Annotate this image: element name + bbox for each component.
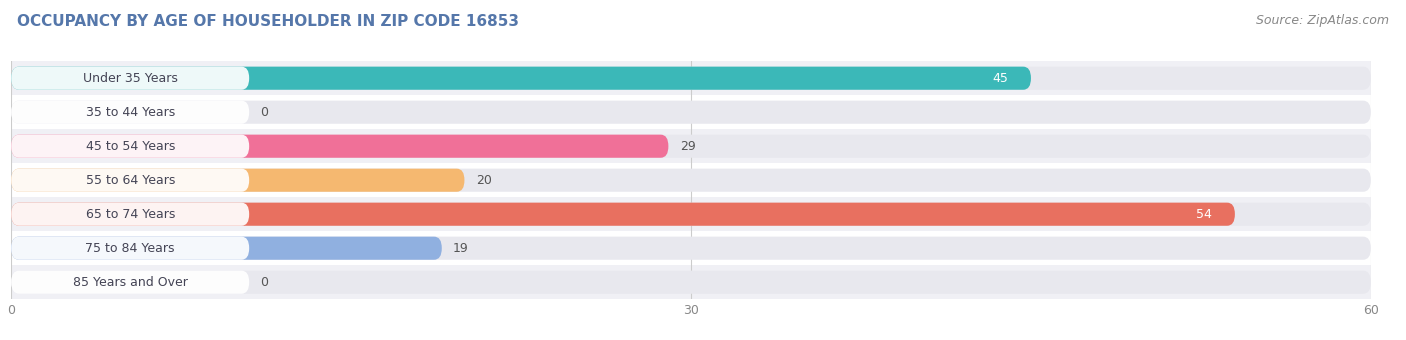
FancyBboxPatch shape [0, 265, 1406, 299]
FancyBboxPatch shape [11, 169, 1371, 192]
Text: 0: 0 [260, 276, 269, 289]
Text: Under 35 Years: Under 35 Years [83, 72, 177, 85]
FancyBboxPatch shape [11, 203, 1371, 226]
Text: 35 to 44 Years: 35 to 44 Years [86, 106, 174, 119]
FancyBboxPatch shape [11, 203, 249, 226]
FancyBboxPatch shape [11, 101, 1371, 124]
FancyBboxPatch shape [0, 129, 1406, 163]
Text: 0: 0 [260, 106, 269, 119]
Text: 19: 19 [453, 242, 468, 255]
Text: 29: 29 [679, 140, 696, 153]
Text: 20: 20 [475, 174, 492, 187]
Text: 55 to 64 Years: 55 to 64 Years [86, 174, 174, 187]
FancyBboxPatch shape [0, 61, 1406, 95]
FancyBboxPatch shape [0, 197, 1406, 231]
FancyBboxPatch shape [0, 163, 1406, 197]
FancyBboxPatch shape [11, 135, 249, 158]
FancyBboxPatch shape [11, 169, 249, 192]
FancyBboxPatch shape [11, 237, 249, 260]
FancyBboxPatch shape [11, 271, 1371, 294]
FancyBboxPatch shape [0, 231, 1406, 265]
FancyBboxPatch shape [11, 237, 1371, 260]
FancyBboxPatch shape [11, 237, 441, 260]
FancyBboxPatch shape [11, 67, 249, 90]
FancyBboxPatch shape [11, 101, 249, 124]
Text: 75 to 84 Years: 75 to 84 Years [86, 242, 174, 255]
FancyBboxPatch shape [11, 203, 1234, 226]
FancyBboxPatch shape [0, 95, 1406, 129]
FancyBboxPatch shape [11, 67, 1031, 90]
Text: OCCUPANCY BY AGE OF HOUSEHOLDER IN ZIP CODE 16853: OCCUPANCY BY AGE OF HOUSEHOLDER IN ZIP C… [17, 14, 519, 29]
FancyBboxPatch shape [11, 67, 1371, 90]
Text: 54: 54 [1197, 208, 1212, 221]
Text: 45: 45 [993, 72, 1008, 85]
Text: 45 to 54 Years: 45 to 54 Years [86, 140, 174, 153]
FancyBboxPatch shape [11, 135, 668, 158]
FancyBboxPatch shape [11, 169, 464, 192]
Text: 85 Years and Over: 85 Years and Over [73, 276, 187, 289]
FancyBboxPatch shape [11, 271, 249, 294]
Text: Source: ZipAtlas.com: Source: ZipAtlas.com [1256, 14, 1389, 27]
Text: 65 to 74 Years: 65 to 74 Years [86, 208, 174, 221]
FancyBboxPatch shape [11, 135, 1371, 158]
